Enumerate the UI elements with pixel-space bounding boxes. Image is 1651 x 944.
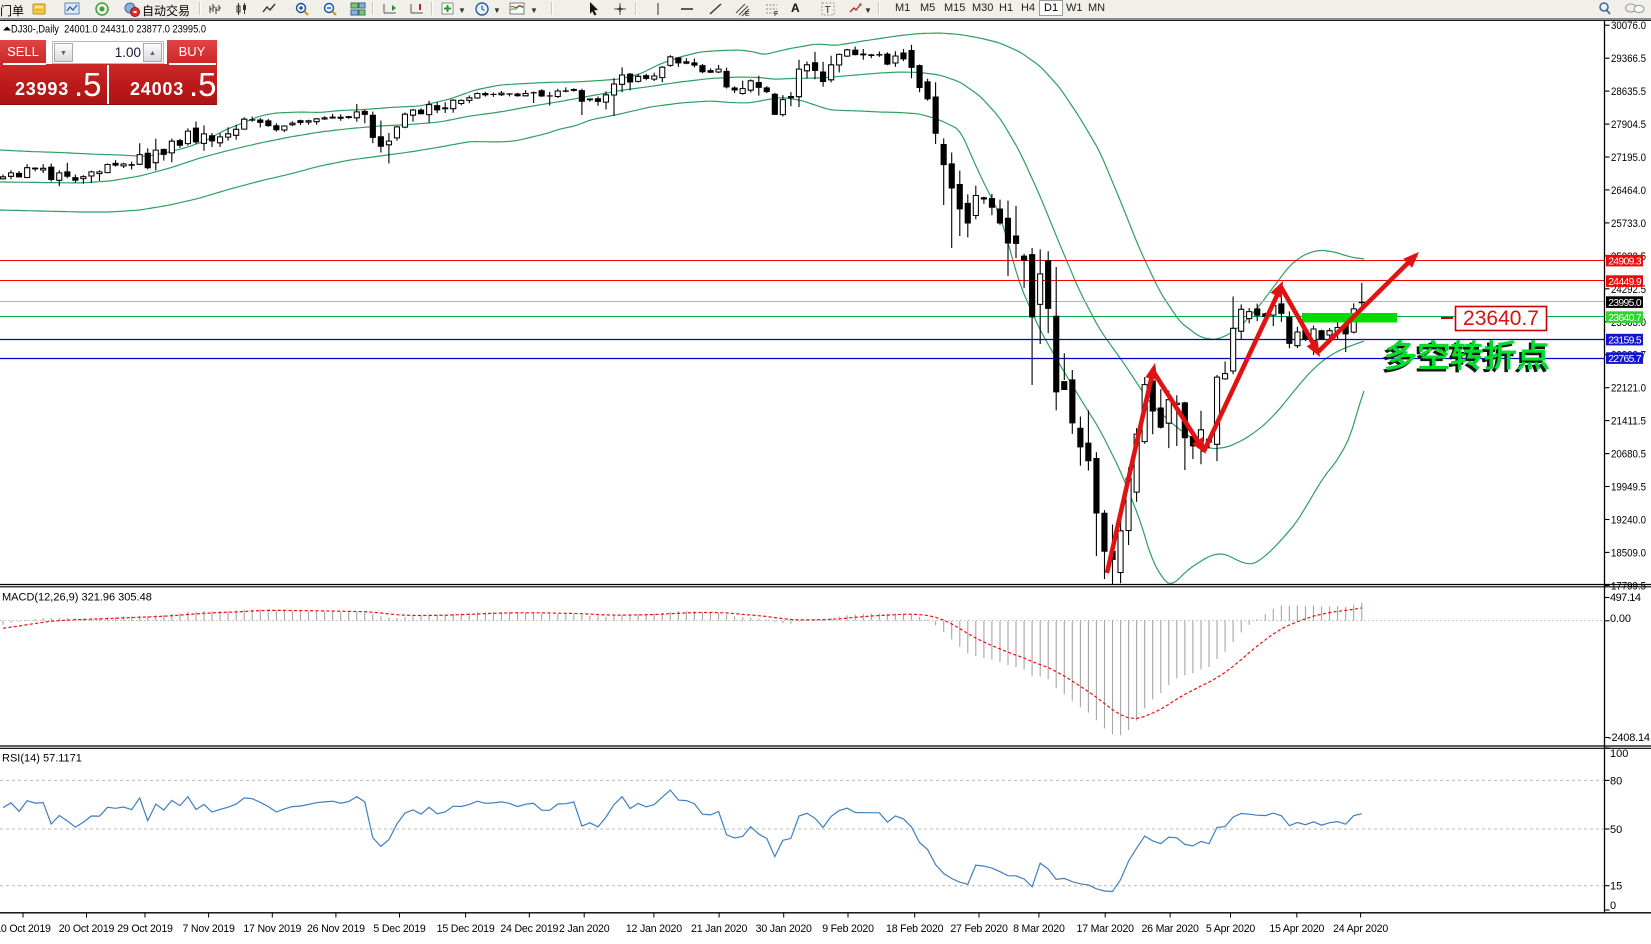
- svg-text:29 Oct 2019: 29 Oct 2019: [117, 923, 173, 935]
- svg-text:10 Oct 2019: 10 Oct 2019: [0, 923, 51, 935]
- svg-text:24 Apr 2020: 24 Apr 2020: [1333, 923, 1388, 935]
- svg-text:26464.0: 26464.0: [1611, 185, 1646, 197]
- svg-text:DJ30-,Daily 24001.0 24431.0 2: DJ30-,Daily 24001.0 24431.0 23877.0 2399…: [11, 24, 206, 36]
- svg-text:0.00: 0.00: [1610, 613, 1631, 625]
- svg-text:9 Feb 2020: 9 Feb 2020: [822, 923, 874, 935]
- svg-text:100: 100: [1610, 748, 1628, 760]
- svg-text:多空转折点: 多空转折点: [1384, 339, 1550, 374]
- svg-text:T: T: [825, 5, 831, 16]
- svg-text:17799.5: 17799.5: [1611, 580, 1646, 592]
- svg-text:19240.0: 19240.0: [1611, 515, 1646, 527]
- svg-text:17 Mar 2020: 17 Mar 2020: [1077, 923, 1135, 935]
- svg-text:17 Nov 2019: 17 Nov 2019: [243, 923, 301, 935]
- svg-text:20 Oct 2019: 20 Oct 2019: [59, 923, 115, 935]
- svg-text:27195.0: 27195.0: [1611, 152, 1646, 164]
- svg-text:MACD(12,26,9) 321.96 305.48: MACD(12,26,9) 321.96 305.48: [2, 592, 152, 604]
- svg-text:-2408.14: -2408.14: [1608, 732, 1650, 744]
- svg-text:29366.5: 29366.5: [1611, 53, 1646, 65]
- svg-text:24449.9: 24449.9: [1608, 277, 1642, 288]
- svg-text:23159.5: 23159.5: [1608, 335, 1642, 346]
- svg-text:15 Apr 2020: 15 Apr 2020: [1269, 923, 1324, 935]
- svg-text:27 Feb 2020: 27 Feb 2020: [950, 923, 1008, 935]
- svg-text:5 Dec 2019: 5 Dec 2019: [373, 923, 425, 935]
- svg-text:50: 50: [1610, 824, 1622, 836]
- svg-text:F: F: [774, 11, 778, 17]
- svg-text:8 Mar 2020: 8 Mar 2020: [1013, 923, 1065, 935]
- svg-text:28635.5: 28635.5: [1611, 86, 1646, 98]
- svg-text:19949.5: 19949.5: [1611, 482, 1646, 494]
- svg-text:24 Dec 2019: 24 Dec 2019: [500, 923, 558, 935]
- svg-text:22765.7: 22765.7: [1608, 354, 1642, 365]
- svg-text:E: E: [745, 11, 750, 17]
- svg-text:15: 15: [1610, 881, 1622, 893]
- svg-text:23995.0: 23995.0: [1608, 298, 1642, 309]
- svg-text:0: 0: [1610, 900, 1616, 912]
- svg-text:21411.5: 21411.5: [1611, 416, 1646, 428]
- svg-text:22121.0: 22121.0: [1611, 383, 1646, 395]
- svg-text:80: 80: [1610, 775, 1622, 787]
- svg-text:26 Mar 2020: 26 Mar 2020: [1141, 923, 1199, 935]
- svg-text:25733.0: 25733.0: [1611, 218, 1646, 230]
- svg-text:23640.7: 23640.7: [1463, 307, 1539, 330]
- svg-text:24909.3: 24909.3: [1608, 256, 1642, 267]
- svg-text:23640.7: 23640.7: [1608, 313, 1642, 324]
- svg-text:18509.0: 18509.0: [1611, 547, 1646, 559]
- svg-text:27904.5: 27904.5: [1611, 119, 1646, 131]
- svg-text:18 Feb 2020: 18 Feb 2020: [886, 923, 944, 935]
- svg-text:5 Apr 2020: 5 Apr 2020: [1206, 923, 1256, 935]
- svg-text:21 Jan 2020: 21 Jan 2020: [691, 923, 747, 935]
- svg-text:497.14: 497.14: [1610, 592, 1641, 604]
- svg-text:30076.0: 30076.0: [1611, 20, 1646, 32]
- svg-text:20680.5: 20680.5: [1611, 449, 1646, 461]
- svg-text:RSI(14) 57.1171: RSI(14) 57.1171: [2, 753, 82, 765]
- svg-text:2 Jan 2020: 2 Jan 2020: [559, 923, 610, 935]
- svg-text:30 Jan 2020: 30 Jan 2020: [756, 923, 812, 935]
- svg-text:26 Nov 2019: 26 Nov 2019: [307, 923, 365, 935]
- svg-text:多空转折点: 多空转折点: [1382, 341, 1548, 376]
- svg-text:12 Jan 2020: 12 Jan 2020: [626, 923, 682, 935]
- svg-text:7 Nov 2019: 7 Nov 2019: [183, 923, 235, 935]
- svg-text:15 Dec 2019: 15 Dec 2019: [437, 923, 495, 935]
